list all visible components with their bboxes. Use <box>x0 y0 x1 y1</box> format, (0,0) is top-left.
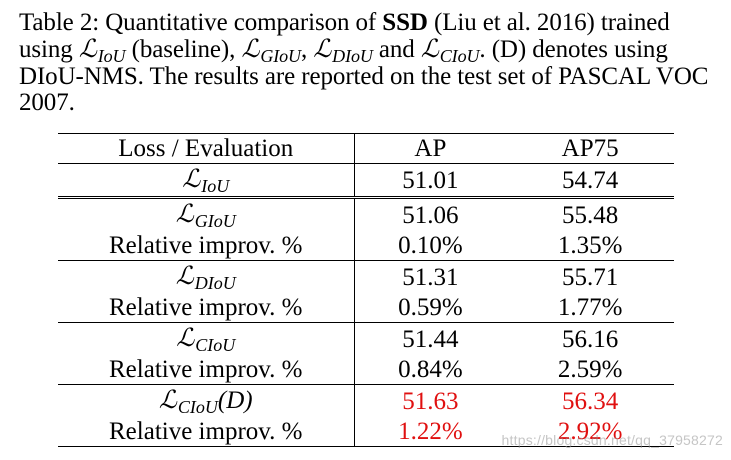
loss-cell: ℒCIoU <box>58 322 355 356</box>
table-row-relative: Relative improv. % 0.59% 1.77% <box>58 293 674 323</box>
relative-label: Relative improv. % <box>58 231 355 261</box>
rel-ap-cell: 1.22% <box>354 417 507 447</box>
loss-sub: CIoU <box>177 397 218 418</box>
loss-symbol: ℒ <box>420 34 439 63</box>
loss-symbol: ℒ <box>313 34 332 63</box>
caption-baseline-text: (baseline), <box>125 36 242 63</box>
rel-ap75-cell: 2.59% <box>557 356 623 383</box>
watermark: https://blog.csdn.net/qq_37958272 <box>501 432 723 448</box>
ap-cell: 51.44 <box>354 322 507 355</box>
caption-loss-iou-sub: IoU <box>97 46 126 67</box>
ap75-cell: 54.74 <box>506 163 674 198</box>
loss-symbol: ℒ <box>175 261 194 290</box>
caption-loss-giou-sub: GIoU <box>260 46 301 67</box>
loss-cell: ℒIoU <box>58 163 355 198</box>
table-row-relative: Relative improv. % 0.84% 2.59% <box>58 355 674 385</box>
table-header-row: Loss / Evaluation AP AP75 <box>58 133 674 164</box>
caption-prefix: Table 2: Quantitative comparison of <box>19 9 383 36</box>
table-caption: Table 2: Quantitative comparison of SSD … <box>19 10 719 116</box>
relative-label: Relative improv. % <box>58 417 355 447</box>
loss-symbol: ℒ <box>182 164 201 193</box>
rel-ap-cell: 0.10% <box>398 232 463 259</box>
ap75-cell: 56.16 <box>506 322 674 355</box>
loss-symbol: ℒ <box>241 34 260 63</box>
table-body: ℒIoU 51.01 54.74 ℒGIoU 51.06 55.48 Relative… <box>58 163 674 447</box>
rel-ap75-cell: 1.35% <box>557 232 623 259</box>
loss-cell: ℒDIoU <box>58 260 355 294</box>
header-ap: AP <box>354 133 507 164</box>
table-row-loss: ℒCIoU(D) 51.63 56.34 <box>58 384 674 418</box>
loss-cell: ℒCIoU(D) <box>58 384 355 418</box>
caption-loss-diou-sub: DIoU <box>332 46 373 67</box>
rel-ap-cell: 0.59% <box>398 294 463 321</box>
caption-suffix: . (D) denotes using DIoU-NMS. The result… <box>19 36 709 116</box>
ap-cell: 51.31 <box>354 260 507 293</box>
ap-cell: 51.06 <box>354 196 507 231</box>
caption-comma: , <box>300 36 314 63</box>
header-loss: Loss / Evaluation <box>58 133 355 164</box>
loss-symbol: ℒ <box>176 323 195 352</box>
table-row-loss: ℒGIoU 51.06 55.48 <box>58 196 674 232</box>
header-ap75: AP75 <box>506 133 674 164</box>
ap-cell: 51.63 <box>354 384 507 417</box>
loss-sub: IoU <box>201 176 230 197</box>
relative-label: Relative improv. % <box>58 355 355 385</box>
loss-symbol: ℒ <box>175 199 194 228</box>
relative-label: Relative improv. % <box>58 293 355 323</box>
loss-symbol: ℒ <box>158 385 177 414</box>
caption-model: SSD <box>382 9 428 36</box>
table-row-loss: ℒDIoU 51.31 55.71 <box>58 260 674 294</box>
loss-sub: DIoU <box>194 273 236 294</box>
loss-sub: GIoU <box>194 211 236 232</box>
table-row-relative: Relative improv. % 1.22% 2.92% <box>58 417 674 447</box>
rel-ap75-cell: 2.92% <box>506 417 674 447</box>
loss-suffix: (D) <box>217 387 253 414</box>
rel-ap-cell: 0.84% <box>398 356 463 383</box>
results-table: Loss / Evaluation AP AP75 ℒIoU 51.01 54.… <box>58 133 674 447</box>
ap75-cell: 55.48 <box>506 196 674 231</box>
table-row-loss: ℒCIoU 51.44 56.16 <box>58 322 674 356</box>
loss-cell: ℒGIoU <box>58 196 355 232</box>
ap-cell: 51.01 <box>354 163 507 198</box>
caption-loss-ciou-sub: CIoU <box>439 46 480 67</box>
ap75-cell: 56.34 <box>506 384 674 417</box>
loss-sub: CIoU <box>195 335 236 356</box>
table-row-relative: Relative improv. % 0.10% 1.35% <box>58 231 674 261</box>
caption-and-text: and <box>372 36 421 63</box>
caption-after-model: (Liu et al. 2016) trained using <box>19 9 670 63</box>
rel-ap75-cell: 1.77% <box>557 294 623 321</box>
loss-symbol: ℒ <box>78 34 97 63</box>
table-row-baseline: ℒIoU 51.01 54.74 <box>58 163 674 198</box>
ap75-cell: 55.71 <box>506 260 674 293</box>
